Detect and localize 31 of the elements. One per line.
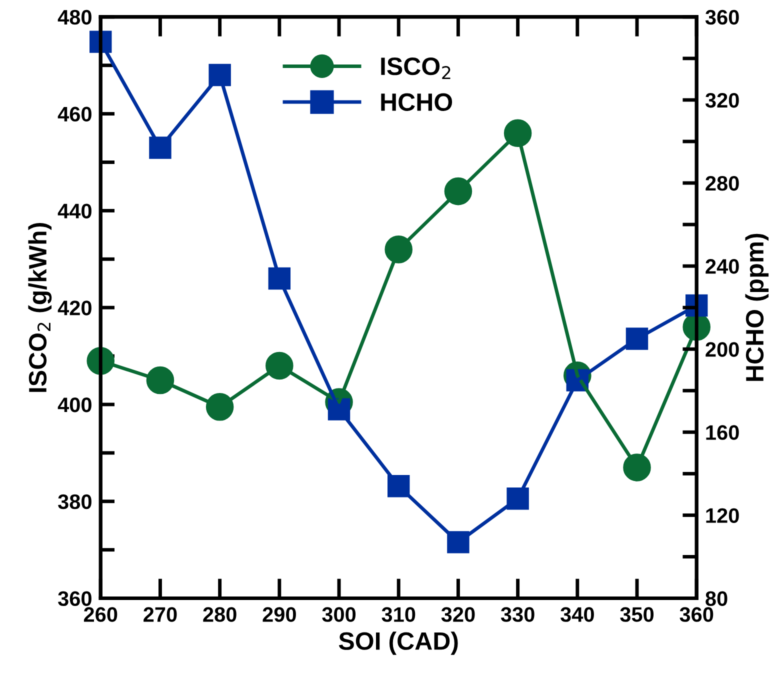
y-tick-label: 380 [58,494,92,510]
y2-tick-label: 80 [706,591,728,606]
y2-axis-title: HCHO (ppm) [745,234,769,381]
y-tick-label: 400 [58,397,92,412]
x-axis-title: SOI (CAD) [338,632,458,655]
y2-tick-label: 160 [706,425,739,440]
y2-tick-label: 320 [705,92,739,108]
y2-tick-label: 200 [706,342,739,357]
x-tick-label: 270 [144,607,177,622]
y-tick-label: 460 [58,106,92,122]
y2-tick-label: 120 [706,508,739,523]
x-tick-label: 280 [203,607,236,622]
x-tick-label: 260 [84,607,118,622]
x-tick-label: 330 [500,607,534,622]
x-tick-label: 310 [382,607,416,622]
y-tick-label: 440 [58,204,92,218]
x-tick-label: 290 [262,607,296,622]
y-axis-title: ISCO$_{2}$ (g/kWh) [28,223,52,392]
y2-tick-label: 280 [706,176,739,191]
x-tick-label: 360 [680,607,714,622]
y-tick-label: 360 [58,591,92,606]
x-tick-label: 350 [620,607,654,622]
x-tick-label: 320 [441,607,475,622]
legend-label: HCHO [381,93,452,112]
y-tick-label: 420 [58,300,92,316]
x-tick-label: 300 [322,607,356,622]
y2-tick-label: 360 [705,10,739,25]
y2-tick-label: 240 [706,259,739,274]
x-tick-label: 340 [560,607,594,622]
legend-label: ISCO$_{2}$ [381,57,450,80]
y-tick-label: 480 [58,10,92,25]
